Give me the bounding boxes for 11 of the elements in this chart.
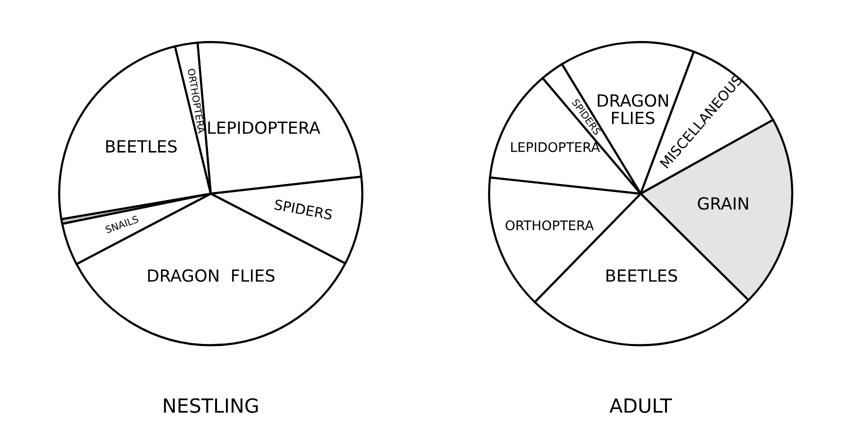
text: NESTLING (164, 398, 258, 413)
slice-label: ORTHOPTERA (506, 220, 594, 230)
slice-label: LEPIDOPTERA (511, 142, 600, 152)
slice-label: BEETLES (106, 140, 177, 153)
slice-label: BEETLES (606, 269, 678, 282)
text: ADULT (610, 398, 672, 413)
slice-label: SPIDERS (274, 199, 333, 220)
slice-label: LEPIDOPTERA (208, 121, 320, 134)
slice-label: ORTHOPTERA (188, 68, 206, 134)
slice-label: GRAIN (698, 197, 748, 210)
slice-label: DRAGON FLIES (148, 269, 274, 282)
